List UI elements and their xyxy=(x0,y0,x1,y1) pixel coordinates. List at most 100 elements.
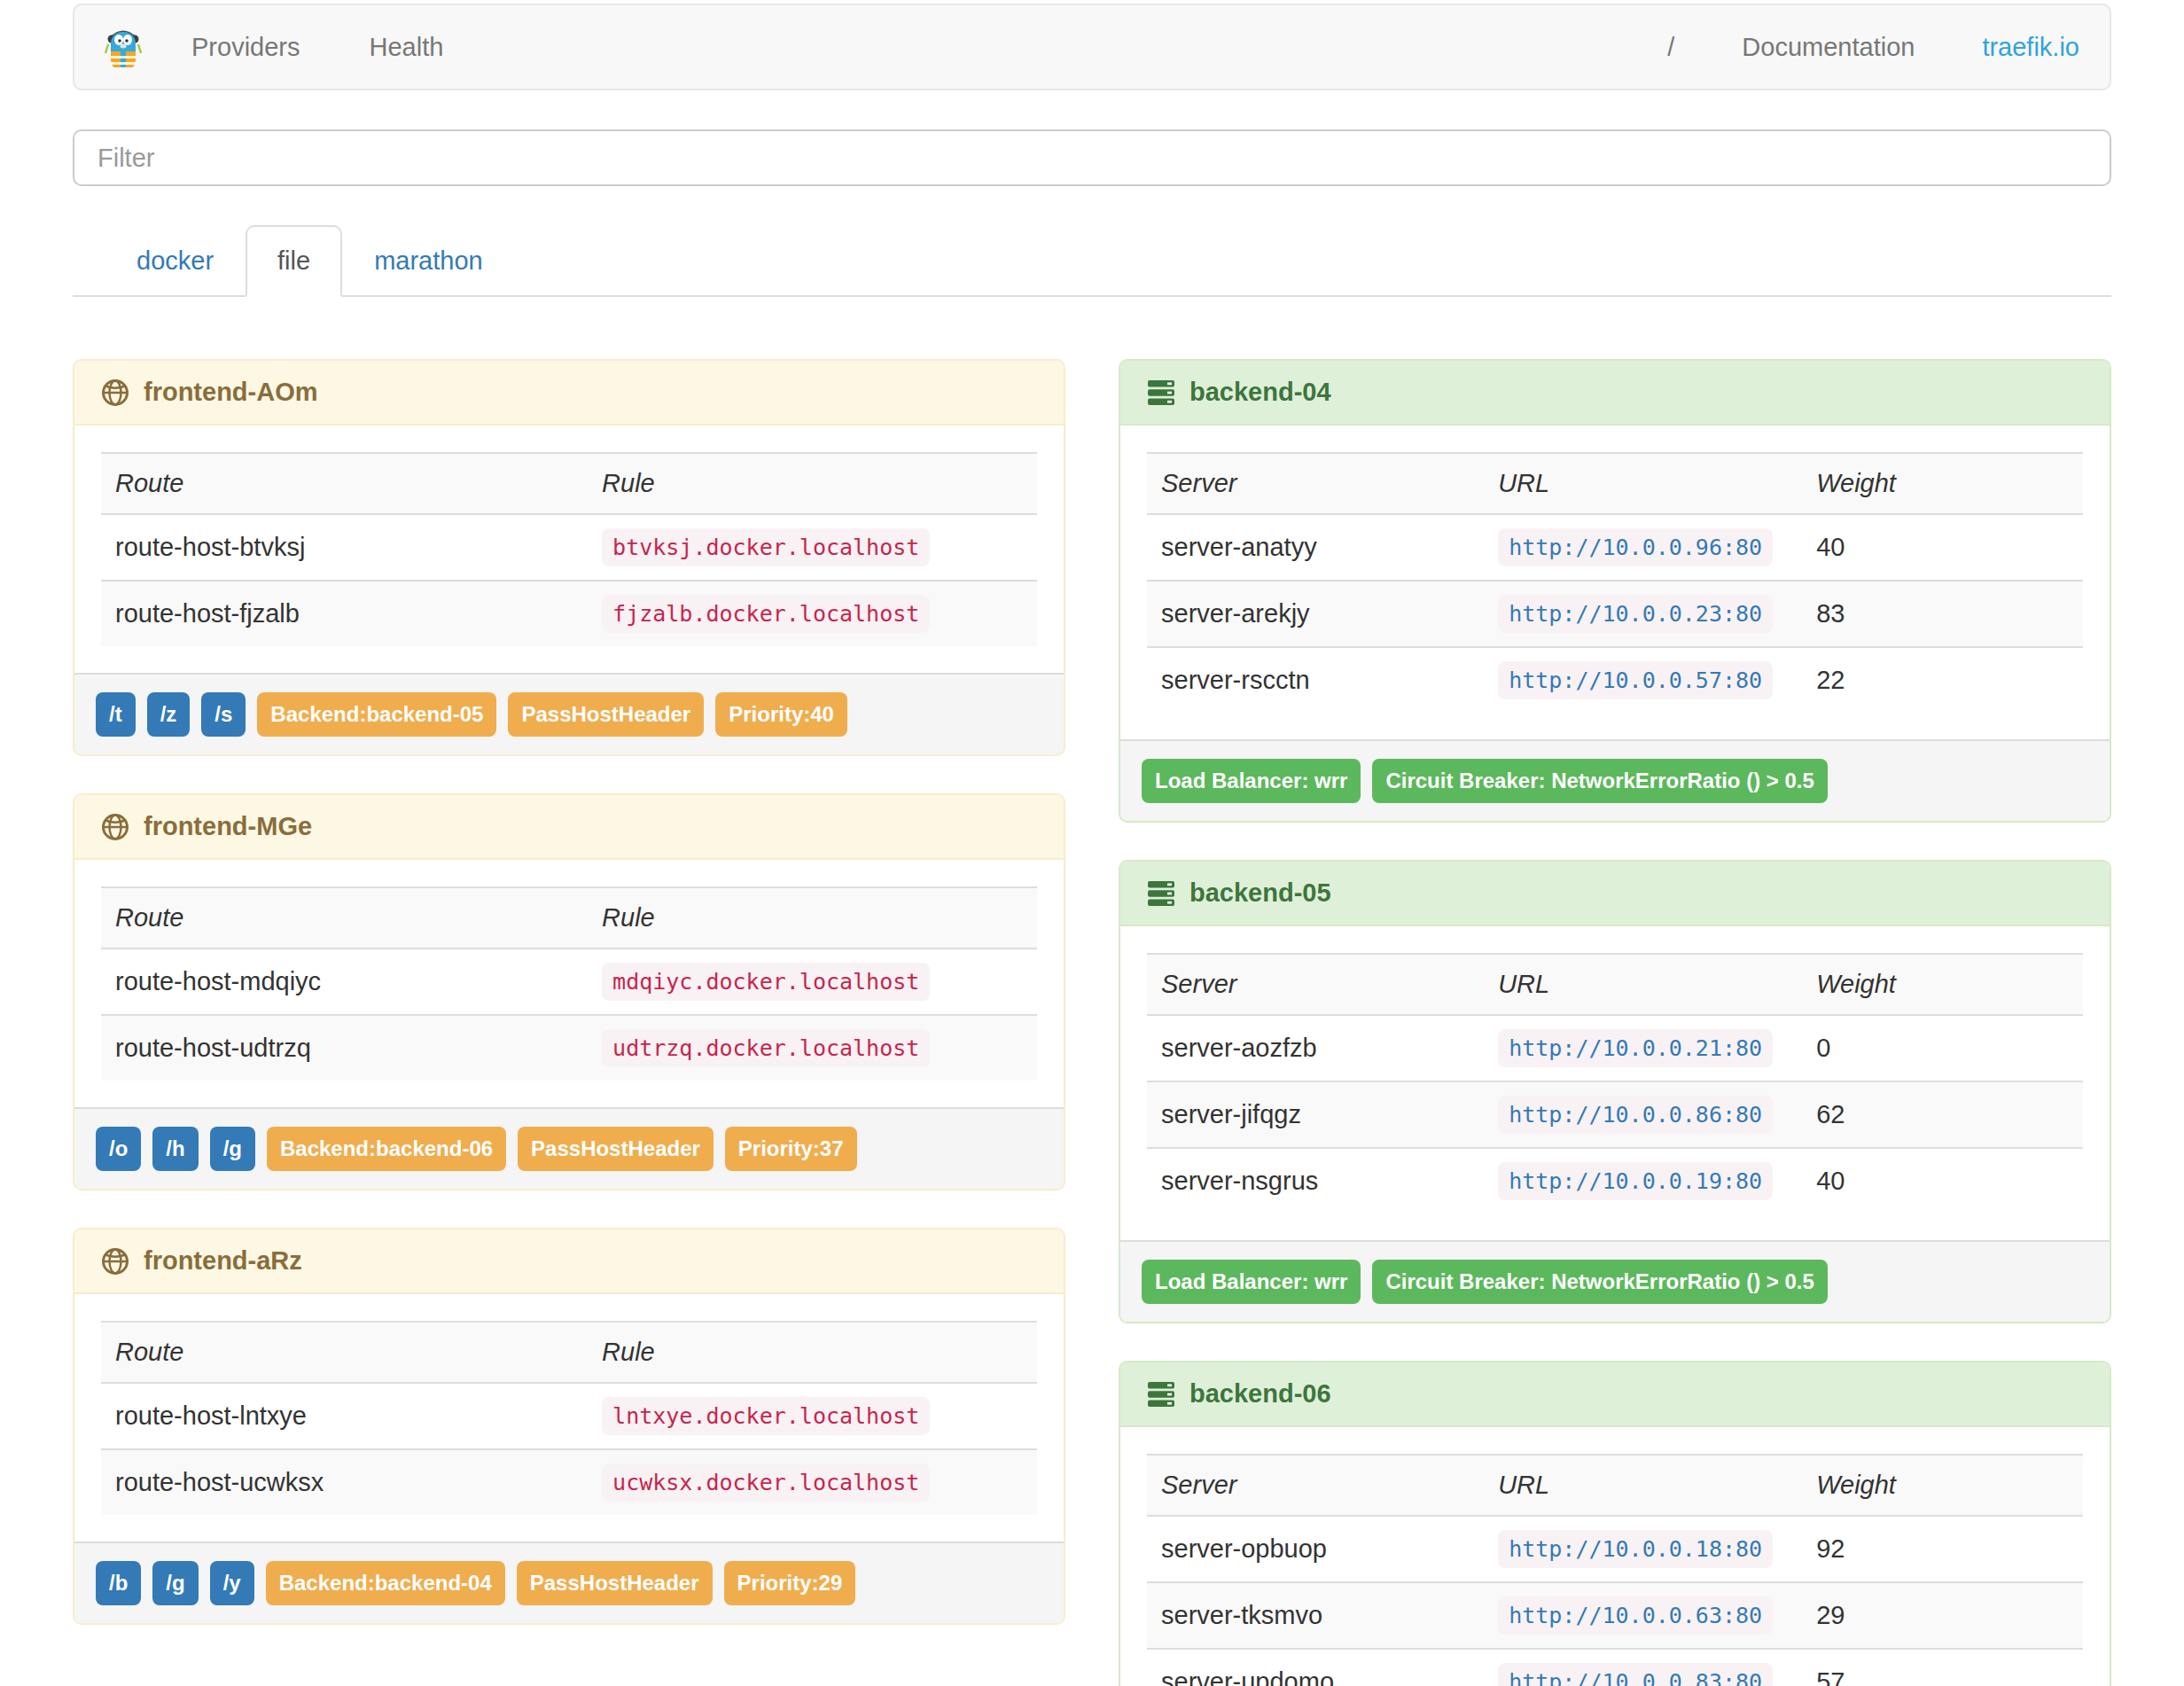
server-row: server-opbuophttp://10.0.0.18:8092 xyxy=(1147,1516,2083,1582)
table-header-row: ServerURLWeight xyxy=(1147,954,2083,1015)
frontend-tag-label: Backend:backend-05 xyxy=(257,692,496,737)
server-url-value: http://10.0.0.83:80 xyxy=(1498,1663,1773,1686)
traefik-logo[interactable] xyxy=(105,27,142,67)
server-weight: 57 xyxy=(1802,1649,2083,1686)
server-stack-icon xyxy=(1147,879,1175,908)
route-row: route-host-udtrzqudtrzq.docker.localhost xyxy=(101,1015,1037,1081)
server-row: server-rscctnhttp://10.0.0.57:8022 xyxy=(1147,647,2083,713)
server-url-link[interactable]: http://10.0.0.63:80 xyxy=(1498,1600,1773,1628)
server-url-cell: http://10.0.0.96:80 xyxy=(1484,514,1802,581)
backend-card-header: backend-06 xyxy=(1120,1362,2110,1427)
backend-card-backend-06: backend-06ServerURLWeightserver-opbuopht… xyxy=(1119,1361,2111,1686)
server-weight: 92 xyxy=(1802,1516,2083,1582)
server-url-value: http://10.0.0.23:80 xyxy=(1498,595,1773,633)
filter-input[interactable] xyxy=(73,129,2111,186)
server-name: server-tksmvo xyxy=(1147,1582,1484,1649)
path-label: /o xyxy=(96,1127,141,1171)
route-name: route-host-fjzalb xyxy=(101,581,588,646)
frontend-title: frontend-AOm xyxy=(144,378,318,407)
frontend-tag-label: Priority:29 xyxy=(724,1561,856,1605)
server-url-value: http://10.0.0.57:80 xyxy=(1498,661,1773,699)
server-url-cell: http://10.0.0.18:80 xyxy=(1484,1516,1802,1582)
table-header-row: RouteRule xyxy=(101,1322,1037,1383)
path-label: /s xyxy=(201,692,246,737)
backend-tag-label: Load Balancer: wrr xyxy=(1142,1260,1361,1304)
column-header-route: Route xyxy=(101,1322,588,1383)
route-row: route-host-mdqiycmdqiyc.docker.localhost xyxy=(101,948,1037,1015)
nav-traefik-io-link[interactable]: traefik.io xyxy=(1982,33,2079,62)
table-header-row: ServerURLWeight xyxy=(1147,453,2083,514)
nav-documentation-link[interactable]: Documentation xyxy=(1742,33,1915,62)
server-url-value: http://10.0.0.86:80 xyxy=(1498,1096,1773,1134)
backend-title: backend-06 xyxy=(1190,1379,1331,1409)
backend-card-backend-04: backend-04ServerURLWeightserver-anatyyht… xyxy=(1119,359,2111,823)
server-stack-icon xyxy=(1147,379,1175,407)
frontend-card-footer: /b/g/yBackend:backend-04PassHostHeaderPr… xyxy=(74,1542,1064,1623)
route-name: route-host-btvksj xyxy=(101,514,588,581)
path-label: /h xyxy=(152,1127,198,1171)
server-url-link[interactable]: http://10.0.0.83:80 xyxy=(1498,1666,1773,1686)
frontend-card-body: RouteRuleroute-host-mdqiycmdqiyc.docker.… xyxy=(74,860,1064,1107)
path-label: /t xyxy=(96,692,136,737)
column-header-server: Server xyxy=(1147,453,1484,514)
frontend-card-footer: /t/z/sBackend:backend-05PassHostHeaderPr… xyxy=(74,673,1064,754)
server-url-value: http://10.0.0.19:80 xyxy=(1498,1162,1773,1200)
column-header-rule: Rule xyxy=(588,1322,1037,1383)
frontend-tag-label: PassHostHeader xyxy=(508,692,704,737)
server-row: server-tksmvohttp://10.0.0.63:8029 xyxy=(1147,1582,2083,1649)
content-row: frontend-AOmRouteRuleroute-host-btvksjbt… xyxy=(73,359,2111,1686)
server-url-cell: http://10.0.0.19:80 xyxy=(1484,1148,1802,1214)
server-url-value: http://10.0.0.63:80 xyxy=(1498,1596,1773,1635)
server-url-cell: http://10.0.0.21:80 xyxy=(1484,1015,1802,1081)
tab-marathon[interactable]: marathon xyxy=(342,225,515,297)
server-url-link[interactable]: http://10.0.0.18:80 xyxy=(1498,1534,1773,1562)
server-url-value: http://10.0.0.21:80 xyxy=(1498,1029,1773,1067)
tab-file[interactable]: file xyxy=(246,225,342,297)
globe-icon xyxy=(101,379,129,407)
backend-title: backend-05 xyxy=(1190,878,1331,908)
server-url-link[interactable]: http://10.0.0.96:80 xyxy=(1498,532,1773,560)
server-url-link[interactable]: http://10.0.0.23:80 xyxy=(1498,598,1773,627)
column-header-url: URL xyxy=(1484,453,1802,514)
column-header-rule: Rule xyxy=(588,887,1037,948)
backend-card-header: backend-04 xyxy=(1120,361,2110,425)
route-row: route-host-lntxyelntxye.docker.localhost xyxy=(101,1383,1037,1449)
server-url-link[interactable]: http://10.0.0.57:80 xyxy=(1498,665,1773,693)
rule-cell: btvksj.docker.localhost xyxy=(588,514,1037,581)
server-name: server-jifqgz xyxy=(1147,1081,1484,1148)
path-label: /b xyxy=(96,1561,141,1605)
globe-icon xyxy=(101,1247,129,1276)
nav-health[interactable]: Health xyxy=(370,33,444,62)
server-url-link[interactable]: http://10.0.0.21:80 xyxy=(1498,1033,1773,1061)
column-header-server: Server xyxy=(1147,954,1484,1015)
server-url-cell: http://10.0.0.86:80 xyxy=(1484,1081,1802,1148)
server-row: server-nsgrushttp://10.0.0.19:8040 xyxy=(1147,1148,2083,1214)
table-header-row: RouteRule xyxy=(101,453,1037,514)
server-name: server-nsgrus xyxy=(1147,1148,1484,1214)
rule-cell: udtrzq.docker.localhost xyxy=(588,1015,1037,1081)
nav-root-link[interactable]: / xyxy=(1667,33,1674,62)
server-weight: 62 xyxy=(1802,1081,2083,1148)
server-row: server-arekjyhttp://10.0.0.23:8083 xyxy=(1147,581,2083,647)
frontend-title: frontend-MGe xyxy=(144,812,312,841)
server-url-value: http://10.0.0.18:80 xyxy=(1498,1530,1773,1568)
column-header-server: Server xyxy=(1147,1455,1484,1516)
backend-card-body: ServerURLWeightserver-aozfzbhttp://10.0.… xyxy=(1120,926,2110,1240)
navbar-right: / Documentation traefik.io xyxy=(1667,33,2079,62)
server-url-link[interactable]: http://10.0.0.19:80 xyxy=(1498,1166,1773,1194)
backend-title: backend-04 xyxy=(1190,378,1331,407)
path-label: /y xyxy=(210,1561,254,1605)
server-stack-icon xyxy=(1147,1380,1175,1409)
frontend-card-footer: /o/h/gBackend:backend-06PassHostHeaderPr… xyxy=(74,1107,1064,1189)
column-header-url: URL xyxy=(1484,1455,1802,1516)
route-row: route-host-btvksjbtvksj.docker.localhost xyxy=(101,514,1037,581)
backend-card-backend-05: backend-05 ServerURLWeightserver-aozfzbht… xyxy=(1119,860,2111,1323)
tab-docker[interactable]: docker xyxy=(105,225,246,297)
path-label: /g xyxy=(152,1561,198,1605)
backend-tag-label: Circuit Breaker: NetworkErrorRatio () > … xyxy=(1372,759,1827,803)
navbar: Providers Health / Documentation traefik… xyxy=(73,4,2111,90)
nav-providers[interactable]: Providers xyxy=(191,33,300,62)
rule-value: ucwksx.docker.localhost xyxy=(602,1464,930,1502)
server-weight: 0 xyxy=(1802,1015,2083,1081)
server-url-link[interactable]: http://10.0.0.86:80 xyxy=(1498,1099,1773,1128)
